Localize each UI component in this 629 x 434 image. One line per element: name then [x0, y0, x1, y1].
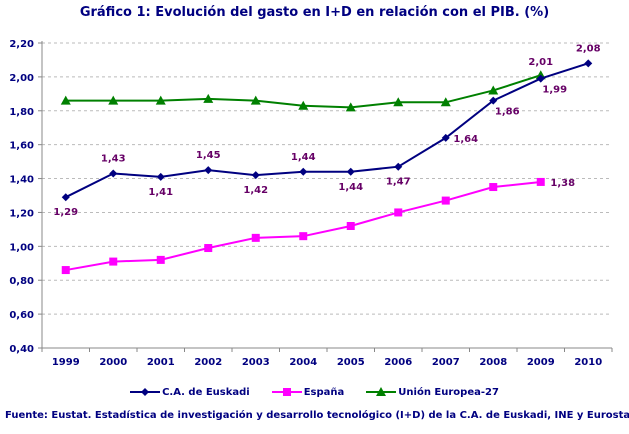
x-tick-label: 2009 [527, 357, 555, 368]
legend-swatch-square-icon [271, 388, 302, 396]
data-label: 1,44 [338, 182, 363, 193]
legend-item: Unión Europea-27 [366, 386, 499, 398]
marker-diamond [299, 167, 308, 176]
y-tick-label: 0,40 [9, 344, 34, 355]
x-tick-label: 2005 [337, 357, 365, 368]
x-tick-label: 2002 [194, 357, 222, 368]
y-tick-label: 1,80 [9, 107, 34, 118]
y-tick-label: 1,20 [9, 208, 34, 219]
marker-triangle [440, 97, 451, 107]
legend-swatch-diamond-icon [130, 388, 161, 396]
marker-square [251, 233, 260, 242]
marker-diamond [346, 167, 355, 176]
source-note: Fuente: Eustat. Estadística de investiga… [5, 410, 629, 421]
marker-square [441, 196, 450, 205]
data-label: 1,64 [453, 134, 478, 145]
marker-diamond [489, 96, 498, 105]
marker-diamond [251, 171, 260, 180]
data-label: 1,86 [495, 107, 520, 118]
marker-triangle [203, 93, 214, 103]
y-tick-label: 0,80 [9, 276, 34, 287]
marker-square [394, 208, 403, 217]
data-label: 1,45 [196, 150, 221, 161]
marker-triangle [108, 95, 119, 105]
marker-triangle [60, 95, 71, 105]
marker-square [156, 255, 165, 264]
data-label: 2,08 [576, 43, 601, 54]
y-tick-label: 0,60 [9, 310, 34, 321]
chart-title: Gráfico 1: Evolución del gasto en I+D en… [79, 5, 550, 20]
marker-square [536, 177, 545, 186]
series-0: 1,29 1,43 1,41 1,45 1,42 1,44 1,44 1,47 1,64 1,86… [53, 43, 600, 218]
legend-swatch-triangle-icon [366, 387, 397, 396]
marker-diamond [536, 74, 545, 83]
x-tick-label: 2004 [289, 357, 317, 368]
data-label: 1,43 [101, 153, 126, 164]
marker-square [61, 266, 70, 275]
marker-square [109, 257, 118, 266]
y-tick-label: 1,40 [9, 175, 34, 186]
marker-triangle [250, 95, 261, 105]
data-label: 1,42 [243, 185, 268, 196]
marker-diamond [441, 133, 450, 142]
y-tick-label: 2,00 [9, 73, 34, 84]
marker-square [346, 222, 355, 230]
legend-item: España [271, 386, 345, 398]
x-tick-label: 2007 [432, 357, 460, 368]
marker-diamond [204, 166, 213, 175]
y-tick-label: 2,20 [9, 39, 34, 50]
series-1: 1,38 [61, 177, 575, 275]
marker-square [204, 244, 213, 253]
marker-triangle [298, 100, 309, 110]
data-label: 1,47 [386, 177, 411, 188]
line-chart: 0,40 0,60 0,80 1,00 1,20 1,40 1,60 1,80 2,00 2,20… [9, 39, 613, 368]
legend: C.A. de Euskadi España Unión Europea-27 [0, 386, 629, 398]
marker-triangle [345, 102, 356, 112]
data-label: 1,99 [542, 85, 567, 96]
marker-square [299, 232, 308, 241]
x-tick-label: 2001 [147, 357, 175, 368]
marker-triangle [488, 85, 499, 95]
x-tick-label: 2010 [574, 357, 602, 368]
x-tick-label: 1999 [52, 357, 80, 368]
data-label: 1,38 [550, 178, 575, 189]
marker-diamond [61, 193, 70, 202]
x-tick-label: 2000 [99, 357, 127, 368]
series-line [65, 180, 541, 272]
data-label: 1,44 [291, 152, 316, 163]
data-label: 2,01 [528, 57, 553, 68]
y-tick-label: 1,00 [9, 242, 34, 253]
marker-diamond [584, 59, 593, 68]
x-tick-label: 2006 [384, 357, 412, 368]
marker-triangle [155, 95, 166, 105]
legend-label: Unión Europea-27 [398, 386, 499, 398]
marker-diamond [109, 169, 118, 178]
marker-diamond [394, 162, 403, 171]
data-label: 1,29 [53, 207, 78, 218]
y-tick-label: 1,60 [9, 141, 34, 152]
legend-label: España [303, 386, 345, 398]
data-label: 1,41 [148, 187, 173, 198]
marker-diamond [156, 172, 165, 181]
x-tick-label: 2008 [479, 357, 507, 368]
series-2: 2,01 [60, 57, 553, 112]
legend-label: C.A. de Euskadi [162, 386, 250, 398]
series-line [65, 62, 589, 199]
x-tick-label: 2003 [242, 357, 270, 368]
marker-triangle [393, 97, 404, 107]
legend-item: C.A. de Euskadi [130, 386, 250, 398]
marker-square [489, 183, 498, 192]
